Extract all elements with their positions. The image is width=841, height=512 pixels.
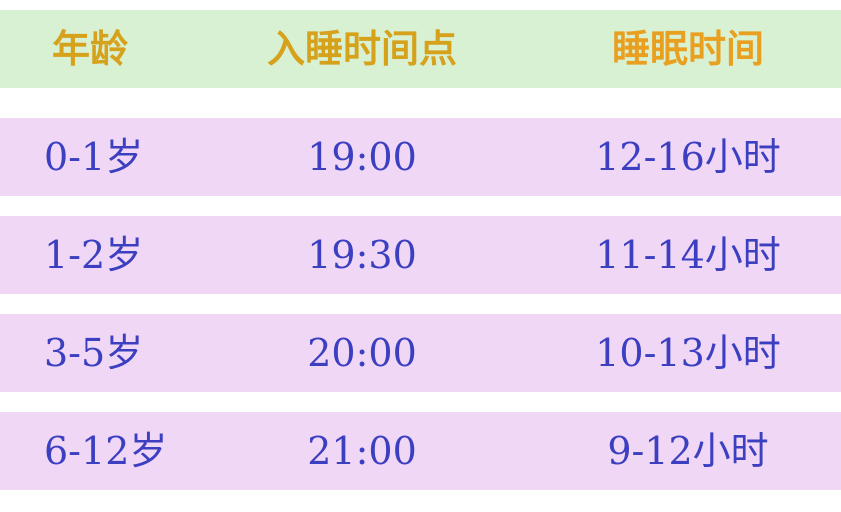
table-row: 6-12岁 21:00 9-12小时 — [0, 412, 841, 490]
table-cell: 1-2岁 — [44, 233, 144, 277]
table-cell: 3-5岁 — [44, 331, 144, 375]
header-cell: 睡眠时间 — [611, 27, 765, 71]
table-cell: 19:00 — [307, 135, 417, 179]
table-cell: 10-13小时 — [595, 331, 781, 375]
table-cell: 12-16小时 — [595, 135, 781, 179]
table-cell: 20:00 — [307, 331, 417, 375]
table-row: 3-5岁 20:00 10-13小时 — [0, 314, 841, 392]
header-cell: 入睡时间点 — [266, 27, 458, 71]
table-cell: 9-12小时 — [607, 429, 769, 473]
table-cell: 21:00 — [307, 429, 417, 473]
table-cell: 11-14小时 — [595, 233, 781, 277]
header-cell: 年龄 — [51, 27, 129, 71]
table-cell: 0-1岁 — [44, 135, 144, 179]
table-cell: 19:30 — [307, 233, 417, 277]
table-cell: 6-12岁 — [44, 429, 168, 473]
table-row: 1-2岁 19:30 11-14小时 — [0, 216, 841, 294]
table-header: 年龄 入睡时间点 睡眠时间 — [0, 10, 841, 88]
table-row: 0-1岁 19:00 12-16小时 — [0, 118, 841, 196]
